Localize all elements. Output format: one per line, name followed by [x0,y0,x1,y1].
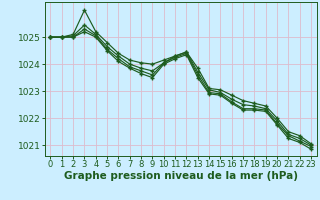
X-axis label: Graphe pression niveau de la mer (hPa): Graphe pression niveau de la mer (hPa) [64,171,298,181]
